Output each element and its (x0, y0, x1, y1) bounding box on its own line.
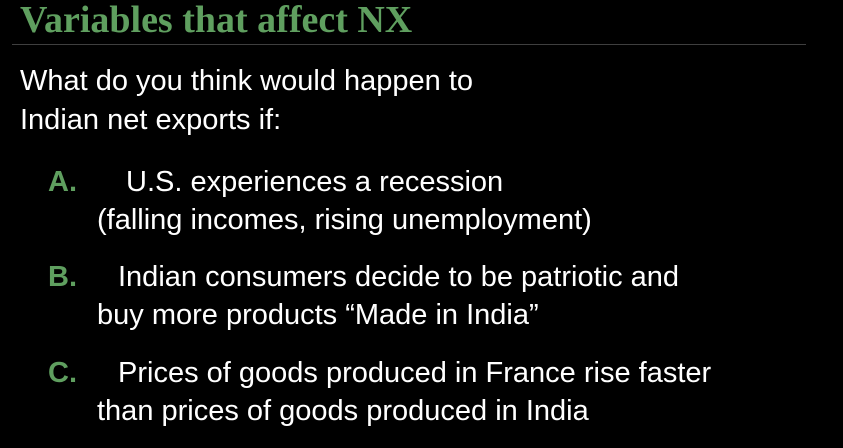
list-item-line-2: (falling incomes, rising unemployment) (97, 204, 592, 236)
list-item-line-1: Indian consumers decide to be patriotic … (118, 261, 680, 293)
list-item-b: B. Indian consumers decide to be patriot… (48, 258, 679, 334)
list-item-line-2: than prices of goods produced in India (97, 395, 589, 427)
intro-line-2: Indian net exports if: (20, 104, 282, 136)
list-item-letter: A. (48, 166, 77, 198)
slide-title: Variables that affect NX (20, 0, 413, 41)
list-item-letter: B. (48, 261, 77, 293)
list-item-c: C. Prices of goods produced in France ri… (48, 354, 711, 430)
list-item-line-1: U.S. experiences a recession (126, 166, 504, 198)
list-item-letter: C. (48, 357, 77, 389)
intro-question: What do you think would happen to Indian… (20, 62, 473, 140)
title-divider (12, 44, 806, 45)
list-item-line-1: Prices of goods produced in France rise … (118, 357, 712, 389)
intro-line-1: What do you think would happen to (20, 65, 474, 97)
list-item-line-2: buy more products “Made in India” (97, 299, 539, 331)
list-item-a: A. U.S. experiences a recession (falling… (48, 163, 592, 239)
